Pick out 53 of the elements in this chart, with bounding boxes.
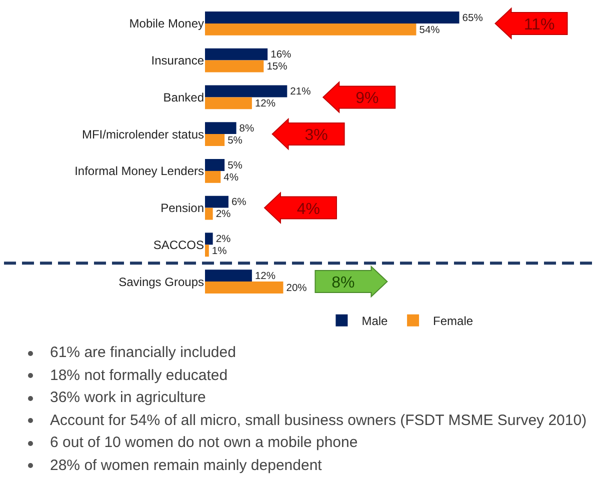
bar [205,158,225,171]
data-label: 2% [216,209,231,220]
bar [205,244,209,257]
legend-label: Male [362,314,388,328]
y-tick-label: Pension [160,201,204,216]
data-label: 65% [462,12,483,24]
y-tick-label: Informal Money Lenders [74,164,204,178]
bar [205,48,268,60]
y-tick-label: SACCOS [153,238,204,252]
bar [205,170,221,183]
bar [205,23,416,36]
text: 18% not formally educated [50,366,228,386]
text: 28% of women remain mainly dependent [50,456,322,476]
bar [205,60,264,72]
data-label: 5% [228,160,242,172]
bar [205,282,284,294]
data-label: 12% [254,98,276,110]
text: 6 out of 10 women do not own a mobile phone [50,433,358,453]
annotation: 4% [296,200,320,218]
data-label: 6% [231,197,246,208]
bar [205,122,236,134]
text: 61% are financially included [50,343,236,363]
y-tick-label: Banked [163,90,204,104]
data-label: 16% [270,50,292,61]
data-label: 2% [216,234,231,246]
bar [205,232,213,245]
annotation: 3% [304,127,328,144]
y-tick-label: Mobile Money [129,16,204,31]
data-label: 1% [212,246,227,258]
annotation: 8% [332,274,355,292]
text: Account for 54% of all micro, small business owners (FSDT MSME Survey 2010) [50,410,587,430]
annotation: 9% [356,90,379,108]
bar [205,11,460,24]
bar [205,270,252,282]
data-label: 21% [290,86,311,98]
legend-label: Female [433,314,474,328]
y-tick-label: Savings Groups [118,274,204,289]
data-label: 5% [228,135,242,146]
data-label: 12% [254,270,276,282]
data-label: 8% [239,123,254,134]
bar [205,97,252,110]
data-label: 4% [224,172,238,184]
y-tick-label: MFI/microlender status [82,127,204,142]
y-tick-label: Insurance [151,54,204,68]
data-label: 54% [419,24,440,36]
text: 11% [524,16,555,34]
text: 36% work in agriculture [50,388,206,408]
data-label: 20% [286,282,307,294]
bar [205,208,213,220]
bar [205,134,225,146]
data-label: 15% [266,62,288,73]
bar [205,196,228,208]
bar [205,85,288,98]
